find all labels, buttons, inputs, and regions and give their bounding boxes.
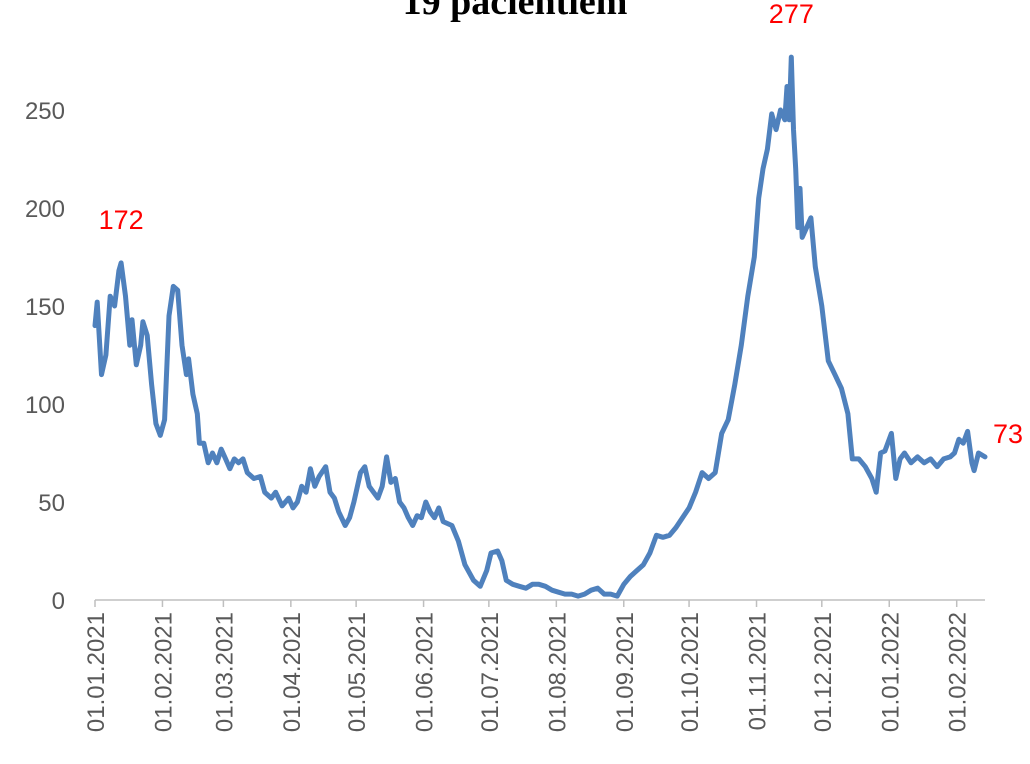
y-tick-label: 50 — [38, 490, 65, 517]
y-tick-label: 200 — [25, 196, 65, 223]
value-label: 73 — [993, 419, 1023, 449]
y-tick-label: 0 — [52, 588, 65, 615]
y-tick-label: 100 — [25, 392, 65, 419]
x-tick-label: 01.08.2021 — [544, 612, 571, 732]
x-tick-label: 01.06.2021 — [412, 612, 439, 732]
y-tick-label: 250 — [25, 98, 65, 125]
x-tick-label: 01.05.2021 — [344, 612, 371, 732]
x-tick-label: 01.02.2021 — [150, 612, 177, 732]
x-tick-label: 01.01.2021 — [83, 612, 110, 732]
data-line — [92, 54, 988, 599]
x-tick-label: 01.11.2021 — [745, 612, 772, 730]
value-label: 172 — [99, 205, 144, 235]
x-tick-label: 01.09.2021 — [612, 612, 639, 732]
x-tick-label: 01.12.2021 — [810, 612, 837, 732]
x-tick-label: 01.07.2021 — [477, 612, 504, 732]
chart-title: 19 pacientiem — [403, 0, 628, 23]
x-tick-label: 01.04.2021 — [279, 612, 306, 732]
value-label: 277 — [769, 0, 814, 29]
x-tick-label: 01.10.2021 — [677, 612, 704, 732]
x-tick-label: 01.02.2022 — [945, 612, 972, 732]
x-tick-label: 01.03.2021 — [211, 612, 238, 732]
x-tick-label: 01.01.2022 — [877, 612, 904, 732]
y-tick-label: 150 — [25, 294, 65, 321]
